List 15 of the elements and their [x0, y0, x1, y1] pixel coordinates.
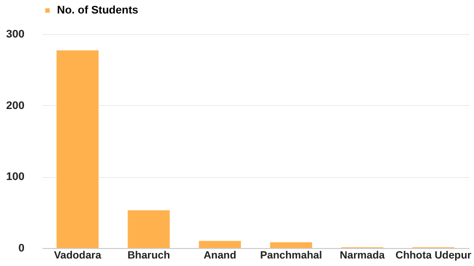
y-tick-label: 200 [6, 100, 24, 112]
x-tick-label: Narmada [340, 250, 385, 262]
bar [56, 50, 99, 248]
x-tick-label: Panchmahal [260, 250, 322, 262]
x-tick-label: Anand [204, 250, 236, 262]
x-tick-label: Chhota Udepur [396, 250, 472, 262]
x-tick-label: Bharuch [127, 250, 170, 262]
x-tick-label: Vadodara [54, 250, 102, 262]
y-tick-label: 0 [18, 242, 24, 254]
bar [128, 210, 170, 248]
bar [198, 240, 241, 248]
y-tick-label: 100 [6, 171, 24, 184]
bar [270, 242, 312, 248]
legend-label: No. of Students [57, 4, 138, 16]
y-tick-label: 300 [6, 28, 24, 40]
